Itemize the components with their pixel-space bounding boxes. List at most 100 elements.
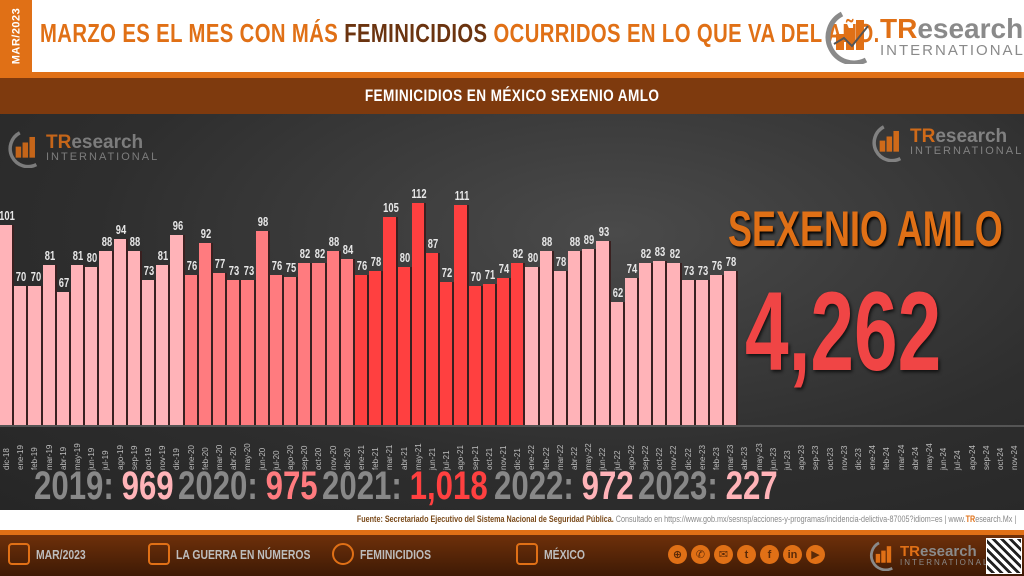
bar (440, 282, 455, 425)
footer-item-feminicidios[interactable]: FEMINICIDIOS (332, 543, 449, 565)
date-tab-label: MAR/2023 (10, 7, 23, 65)
bar (468, 286, 483, 425)
x-tick-label: jul-23 (781, 432, 795, 472)
x-tick-text: oct-24 (996, 447, 1005, 470)
bar (71, 264, 86, 425)
bar-value-label: 75 (285, 259, 297, 275)
header: MAR/2023 MARZO ES EL MES CON MÁS FEMINIC… (0, 0, 1024, 72)
x-tick-label: may-24 (923, 432, 937, 472)
logo-research: esearch (935, 126, 1008, 147)
whatsapp-icon[interactable]: ✆ (691, 545, 710, 564)
year-totals: 2019: 969 2020: 975 2021: 1,018 2022: 972 2023: 2… (34, 464, 782, 509)
globe-icon[interactable]: ⊕ (668, 545, 687, 564)
logo-mark-icon (869, 541, 893, 571)
bar (511, 262, 526, 425)
tresearch-logo-header: TResearch INTERNATIONAL (822, 8, 1024, 64)
bar (482, 284, 497, 425)
bar (170, 234, 185, 425)
bar-value-label: 87 (427, 235, 439, 251)
bar (667, 262, 682, 425)
bar-value-label: 92 (200, 225, 212, 241)
bar (156, 264, 171, 425)
year-total-label: 2021: (322, 464, 402, 508)
facebook-icon[interactable]: f (760, 545, 779, 564)
x-tick-label: nov-23 (838, 432, 852, 472)
x-tick-text: ene-24 (868, 445, 878, 470)
x-tick-label: sep-24 (980, 432, 994, 472)
bar-value-label: 93 (598, 223, 609, 239)
x-tick-text: ago-24 (967, 445, 977, 470)
bar-value-label: 96 (172, 217, 183, 233)
bar-value-label: 78 (726, 253, 737, 269)
source-site-rest: esearch.Mx | (974, 514, 1016, 524)
year-total-value: 969 (121, 464, 174, 508)
x-tick-label: ene-19 (14, 432, 28, 472)
bar (255, 230, 270, 425)
logo-international: INTERNATIONAL (880, 41, 1024, 59)
youtube-icon[interactable]: ▶ (806, 545, 825, 564)
footer-item-mexico[interactable]: MÉXICO (516, 543, 595, 565)
bar-value-label: 112 (411, 186, 427, 202)
bar-value-label: 72 (442, 265, 453, 281)
map-pin-icon (516, 543, 538, 565)
bar-value-label: 67 (58, 275, 70, 291)
bar-value-label: 82 (300, 245, 311, 261)
bar-value-label: 81 (44, 247, 55, 263)
bar-value-label: 73 (243, 263, 254, 279)
bar (582, 248, 597, 425)
logo-tr: TR (880, 12, 918, 44)
year-total: 2020: 975 (178, 464, 318, 509)
x-tick-text: jul-24 (953, 450, 963, 470)
logo-research: esearch (71, 132, 144, 153)
bar (639, 262, 654, 425)
bar (340, 258, 355, 425)
footer-item-label: MAR/2023 (36, 546, 86, 562)
bar (525, 266, 540, 425)
twitter-icon[interactable]: t (737, 545, 756, 564)
bar (369, 270, 384, 425)
x-tick-label: jul-24 (951, 432, 965, 472)
footer-item-la-guerra[interactable]: LA GUERRA EN NÚMEROS (148, 543, 344, 565)
year-total-value: 227 (725, 464, 778, 508)
x-tick-text: sep-24 (981, 445, 991, 470)
qr-code[interactable] (986, 538, 1022, 574)
calendar-icon (8, 543, 30, 565)
bar (42, 264, 57, 425)
bar (269, 274, 284, 425)
bar (0, 225, 15, 425)
tresearch-logo-footer: TResearch INTERNATIONAL (868, 539, 989, 571)
logo-international: INTERNATIONAL (900, 557, 990, 567)
sexenio-total: 4,262 (745, 269, 942, 394)
bar-chart: 101 70 70 81 67 81 80 88 94 88 73 81 96 76 92 77 73 73 98 7… (0, 114, 1024, 425)
x-tick-text: ene-19 (16, 445, 26, 470)
bar (681, 280, 696, 425)
x-axis-line (0, 425, 1024, 427)
x-tick-text: jul-23 (783, 450, 792, 470)
x-tick-label: sep-23 (809, 432, 823, 472)
bar (241, 280, 256, 425)
chat-chart-icon (332, 543, 354, 565)
bar (454, 205, 469, 425)
linkedin-icon[interactable]: in (783, 545, 802, 564)
year-total-label: 2022: (494, 464, 574, 508)
bar-value-label: 89 (584, 231, 595, 247)
footer-item-date[interactable]: MAR/2023 (8, 543, 98, 565)
email-icon[interactable]: ✉ (714, 545, 733, 564)
logo-text: TResearch INTERNATIONAL (880, 12, 1024, 59)
logo-international: INTERNATIONAL (46, 151, 160, 163)
year-total-label: 2023: (638, 464, 718, 508)
bar (383, 217, 398, 425)
bar (710, 274, 725, 425)
bar-value-label: 73 (143, 263, 155, 279)
x-tick-text: nov-24 (1010, 445, 1020, 470)
source-url: Consultado en https://www.gob.mx/sesnsp/… (613, 514, 966, 524)
x-tick-label: ago-23 (795, 432, 809, 472)
bar (355, 274, 370, 425)
year-total: 2022: 972 (494, 464, 634, 509)
bar (596, 240, 611, 425)
x-tick-label: ago-24 (966, 432, 980, 472)
source-bar: Fuente: Secretariado Ejecutivo del Siste… (0, 510, 1024, 530)
subheader-title: FEMINICIDIOS EN MÉXICO SEXENIO AMLO (364, 86, 660, 105)
year-total-value: 972 (581, 464, 634, 508)
year-total-value: 975 (265, 464, 318, 508)
